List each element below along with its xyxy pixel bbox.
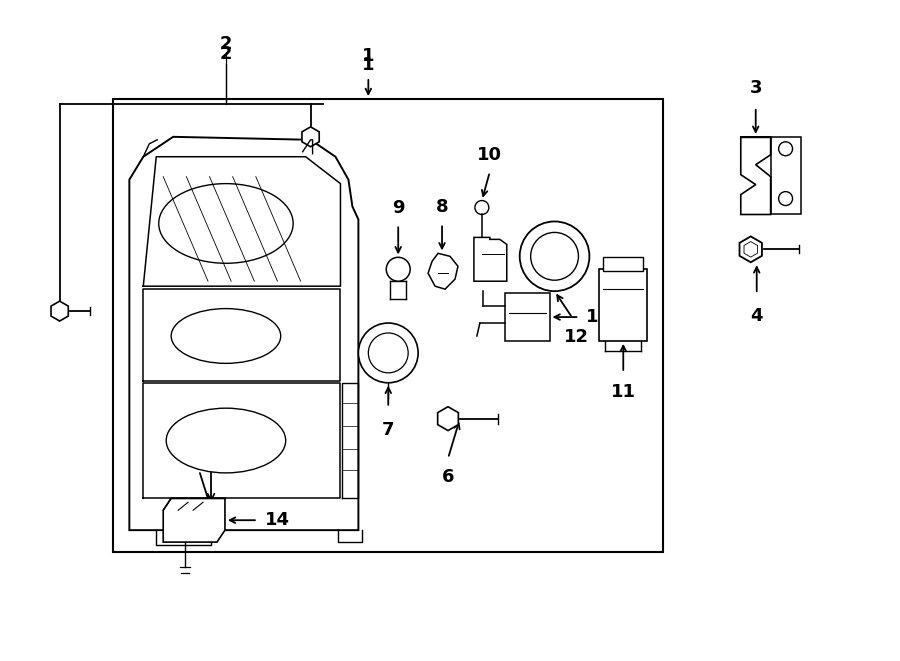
Bar: [505, 293, 550, 341]
Text: 10: 10: [477, 145, 502, 164]
Text: 2: 2: [220, 35, 232, 53]
Circle shape: [519, 221, 590, 291]
Text: 1: 1: [362, 47, 374, 65]
Text: 11: 11: [611, 383, 635, 401]
Text: 5: 5: [183, 442, 195, 461]
Bar: [113, 99, 663, 552]
Polygon shape: [474, 237, 507, 281]
Text: 3: 3: [750, 79, 762, 97]
Polygon shape: [428, 253, 458, 289]
Polygon shape: [741, 137, 770, 214]
Text: 1: 1: [362, 56, 374, 74]
Polygon shape: [740, 237, 762, 262]
Circle shape: [475, 200, 489, 214]
Text: 12: 12: [564, 328, 589, 346]
Ellipse shape: [158, 184, 293, 263]
Text: 14: 14: [265, 511, 290, 529]
Text: 7: 7: [382, 420, 394, 439]
Ellipse shape: [171, 309, 281, 364]
Text: 9: 9: [392, 200, 404, 217]
Polygon shape: [163, 498, 225, 542]
Circle shape: [531, 233, 579, 280]
Polygon shape: [302, 127, 320, 147]
Circle shape: [386, 257, 410, 281]
Polygon shape: [51, 301, 68, 321]
Text: 2: 2: [220, 45, 232, 63]
Bar: [770, 137, 800, 214]
Text: 6: 6: [442, 469, 454, 486]
Circle shape: [778, 142, 793, 156]
Circle shape: [368, 333, 409, 373]
Bar: [599, 269, 647, 341]
Ellipse shape: [166, 408, 285, 473]
Text: 8: 8: [436, 198, 448, 217]
Circle shape: [778, 192, 793, 206]
Text: 13: 13: [587, 308, 611, 326]
Polygon shape: [130, 137, 358, 530]
Circle shape: [358, 323, 419, 383]
Bar: [603, 257, 643, 271]
Polygon shape: [437, 407, 458, 430]
Text: 4: 4: [751, 307, 763, 325]
